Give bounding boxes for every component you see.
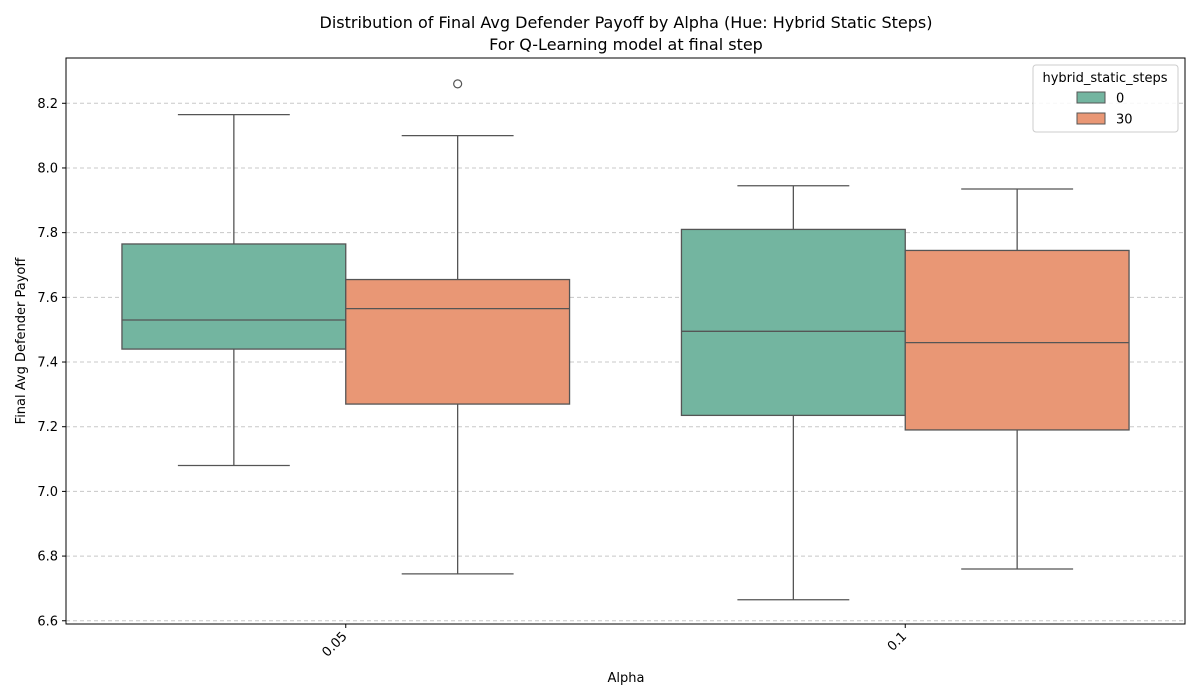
y-tick-label: 7.8 bbox=[37, 226, 58, 241]
box-30-alpha-0.1 bbox=[904, 188, 1130, 570]
box-30-alpha-0.05 bbox=[345, 79, 571, 575]
y-tick-label: 7.2 bbox=[37, 420, 58, 435]
y-tick-label: 6.8 bbox=[37, 550, 58, 565]
box-series-layer bbox=[121, 79, 1130, 601]
x-tick-label: 0.05 bbox=[319, 629, 350, 660]
legend-label-30: 30 bbox=[1116, 113, 1133, 128]
iqr-box bbox=[345, 278, 571, 405]
y-tick-label: 8.2 bbox=[37, 97, 58, 112]
legend: hybrid_static_steps 0 30 bbox=[1032, 64, 1179, 133]
plot-area-frame bbox=[65, 57, 1186, 625]
x-axis-label: Alpha bbox=[608, 671, 645, 686]
chart-subtitle: For Q-Learning model at final step bbox=[489, 35, 763, 54]
legend-label-0: 0 bbox=[1116, 92, 1124, 107]
outlier-point bbox=[453, 79, 463, 89]
iqr-box bbox=[680, 228, 906, 417]
y-axis-ticks: 6.6 6.8 7.0 7.2 7.4 7.6 7.8 8.0 8.2 bbox=[37, 97, 66, 629]
box-0-alpha-0.05 bbox=[121, 113, 347, 467]
legend-title: hybrid_static_steps bbox=[1043, 71, 1168, 86]
legend-swatch-0 bbox=[1076, 91, 1106, 104]
y-tick-label: 7.0 bbox=[37, 485, 58, 500]
y-axis-label: Final Avg Defender Payoff bbox=[14, 257, 29, 425]
y-tick-label: 8.0 bbox=[37, 161, 58, 176]
y-tick-label: 7.4 bbox=[37, 356, 58, 371]
iqr-box bbox=[904, 249, 1130, 431]
legend-swatch-30 bbox=[1076, 112, 1106, 125]
y-tick-label: 7.6 bbox=[37, 291, 58, 306]
iqr-box bbox=[121, 243, 347, 350]
x-tick-label: 0.1 bbox=[885, 629, 910, 654]
box-0-alpha-0.1 bbox=[680, 185, 906, 601]
y-tick-label: 6.6 bbox=[37, 614, 58, 629]
x-axis-ticks: 0.05 0.1 bbox=[319, 624, 910, 660]
chart-title: Distribution of Final Avg Defender Payof… bbox=[320, 13, 933, 32]
